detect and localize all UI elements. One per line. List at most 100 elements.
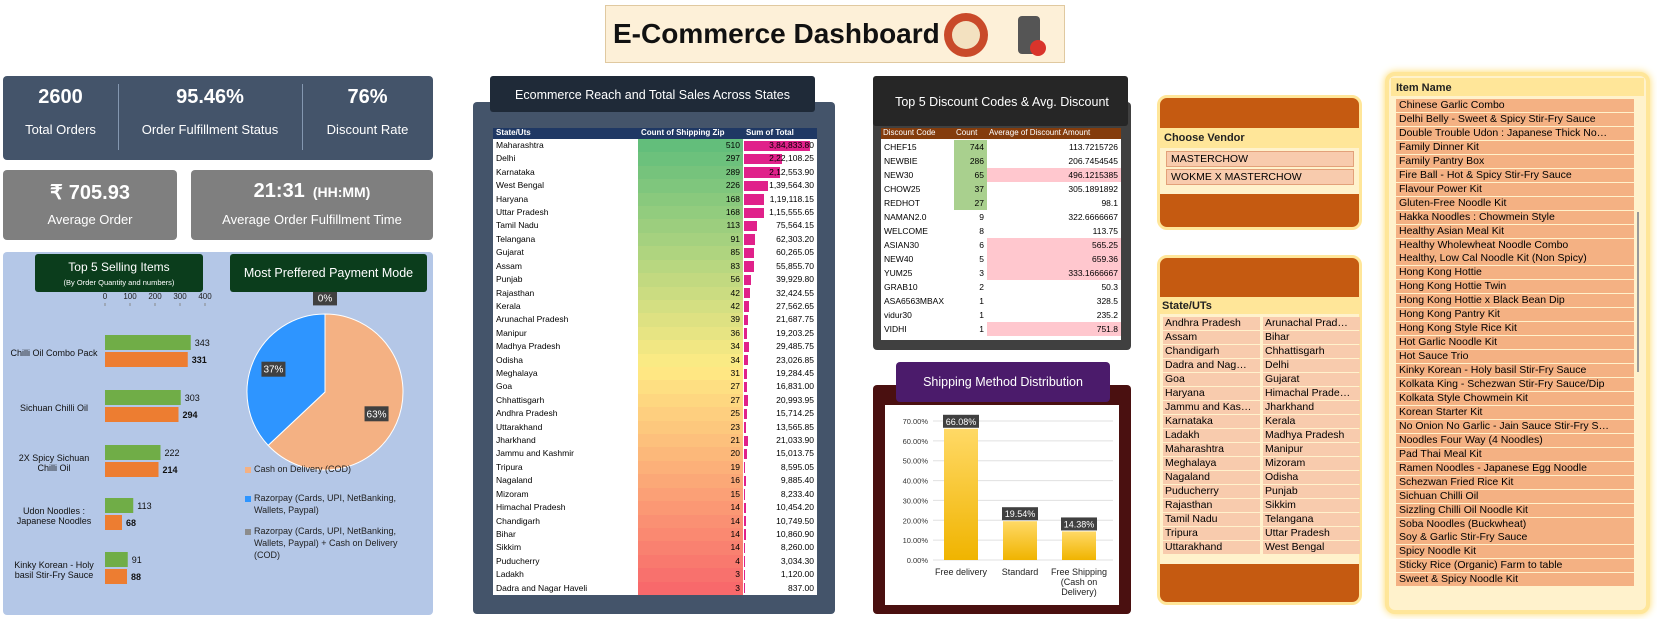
slicer-item[interactable]: Hong Kong Pantry Kit — [1396, 308, 1634, 322]
slicer-item[interactable]: Chhattisgarh — [1263, 345, 1360, 358]
table-header: State/Uts — [493, 128, 638, 139]
slicer-item[interactable]: Schezwan Fried Rice Kit — [1396, 475, 1634, 489]
slicer-item[interactable]: Puducherry — [1163, 485, 1260, 498]
slicer-item[interactable]: Bihar — [1263, 331, 1360, 344]
table-cell: 19,284.45 — [776, 368, 814, 378]
data-bar — [744, 220, 757, 232]
slicer-item[interactable]: Hong Kong Hottie — [1396, 266, 1634, 280]
data-bar — [744, 274, 751, 286]
slicer-item[interactable]: Spicy Noodle Kit — [1396, 545, 1634, 559]
slicer-item[interactable]: Kolkata Style Chowmein Kit — [1396, 391, 1634, 405]
slicer-item[interactable]: Chandigarh — [1163, 345, 1260, 358]
slicer-item[interactable]: Telangana — [1263, 513, 1360, 526]
slicer-item[interactable]: Odisha — [1263, 471, 1360, 484]
table-cell: Rajasthan — [496, 287, 535, 298]
slicer-item[interactable]: Punjab — [1263, 485, 1360, 498]
slicer-item[interactable]: Dadra and Nag… — [1163, 359, 1260, 372]
slicer-item[interactable]: Manipur — [1263, 443, 1360, 456]
table-cell: 9,885.40 — [780, 475, 814, 486]
slicer-item[interactable]: Hong Kong Style Rice Kit — [1396, 322, 1634, 336]
table-cell: 8,233.40 — [780, 488, 814, 499]
data-bar — [744, 288, 750, 299]
slicer-item[interactable]: Nagaland — [1163, 471, 1260, 484]
bar — [1003, 521, 1037, 560]
table-cell: Punjab — [496, 274, 523, 285]
slicer-item[interactable]: Hong Kong Hottie x Black Bean Dip — [1396, 294, 1634, 308]
slicer-item[interactable]: Jharkhand — [1263, 401, 1360, 414]
slicer-item[interactable]: Hakka Noodles : Chowmein Style — [1396, 210, 1634, 224]
slicer-item[interactable]: Ramen Noodles - Japanese Egg Noodle — [1396, 461, 1634, 475]
slicer-item[interactable]: Soba Noodles (Buckwheat) — [1396, 517, 1634, 531]
table-cell: Ladakh — [496, 569, 524, 580]
slicer-item[interactable]: Gujarat — [1263, 373, 1360, 386]
slicer-item[interactable]: Sticky Rice (Organic) Farm to table — [1396, 559, 1634, 573]
y-tick-label: 50.00% — [903, 457, 929, 466]
table-cell: Dadra and Nagar Haveli — [496, 582, 588, 593]
slicer-item[interactable]: Family Dinner Kit — [1396, 140, 1634, 154]
slicer-item[interactable]: Sichuan Chilli Oil — [1396, 489, 1634, 503]
slicer-item[interactable]: Andhra Pradesh — [1163, 317, 1260, 330]
table-cell: Puducherry — [496, 555, 540, 566]
slicer-item[interactable]: Jammu and Kas… — [1163, 401, 1260, 414]
slicer-item[interactable]: Uttar Pradesh — [1263, 527, 1360, 540]
y-tick-label: 2X Spicy Sichuan Chilli Oil — [18, 453, 90, 473]
slicer-item[interactable]: Flavour Power Kit — [1396, 182, 1634, 196]
slicer-item[interactable]: Kerala — [1263, 415, 1360, 428]
slicer-item[interactable]: Chinese Garlic Combo — [1396, 99, 1634, 112]
slicer-item[interactable]: Sizzling Chilli Oil Noodle Kit — [1396, 503, 1634, 517]
slicer-item[interactable]: Madhya Pradesh — [1263, 429, 1360, 442]
slicer-item[interactable]: Noodles Four Way (4 Noodles) — [1396, 433, 1634, 447]
slicer-item[interactable]: Korean Starter Kit — [1396, 405, 1634, 419]
kpi-currency: ₹ — [50, 182, 63, 204]
slicer-item[interactable]: Sikkim — [1263, 499, 1360, 512]
x-tick-label: 100 — [123, 292, 137, 301]
slicer-item[interactable]: Delhi — [1263, 359, 1360, 372]
slicer-item[interactable]: Karnataka — [1163, 415, 1260, 428]
slicer-item[interactable]: Assam — [1163, 331, 1260, 344]
slicer-item[interactable]: Pad Thai Meal Kit — [1396, 447, 1634, 461]
bar — [944, 428, 978, 560]
slicer-item[interactable]: Maharashtra — [1163, 443, 1260, 456]
slicer-item[interactable]: Hot Sauce Trio — [1396, 350, 1634, 364]
slicer-item[interactable]: Tamil Nadu — [1163, 513, 1260, 526]
slicer-item[interactable]: Healthy, Low Cal Noodle Kit (Non Spicy) — [1396, 252, 1634, 266]
data-bar — [744, 140, 810, 151]
slicer-item[interactable]: Fire Ball - Hot & Spicy Stir-Fry Sauce — [1396, 168, 1634, 182]
slicer-item[interactable]: Kinky Korean - Holy basil Stir-Fry Sauce — [1396, 364, 1634, 378]
slicer-item[interactable]: Kolkata King - Schezwan Stir-Fry Sauce/D… — [1396, 378, 1634, 391]
slicer-item[interactable]: Healthy Wholewheat Noodle Combo — [1396, 238, 1634, 252]
scrollbar — [1637, 212, 1639, 372]
slicer-item[interactable]: Delhi Belly - Sweet & Spicy Stir-Fry Sau… — [1396, 112, 1634, 126]
kpi-value: 705.93 — [68, 182, 130, 204]
slicer-item[interactable]: MASTERCHOW — [1166, 151, 1354, 167]
table-cell: 16 — [638, 474, 743, 488]
slicer-item[interactable]: Hot Garlic Noodle Kit — [1396, 336, 1634, 350]
table-cell: Nagaland — [496, 475, 533, 486]
slicer-item[interactable]: Uttarakhand — [1163, 541, 1260, 554]
slicer-item[interactable]: Soy & Garlic Stir-Fry Sauce — [1396, 531, 1634, 545]
slicer-item[interactable]: Tripura — [1163, 527, 1260, 540]
slicer-item[interactable]: Meghalaya — [1163, 457, 1260, 470]
slicer-item[interactable]: Double Trouble Udon : Japanese Thick No… — [1396, 126, 1634, 140]
slicer-item[interactable]: Gluten-Free Noodle Kit — [1396, 196, 1634, 210]
slicer-item[interactable]: Sweet & Spicy Noodle Kit — [1396, 573, 1634, 587]
slicer-header — [1160, 297, 1359, 314]
slicer-item[interactable]: Family Pantry Box — [1396, 154, 1634, 168]
slicer-item[interactable]: Healthy Asian Meal Kit — [1396, 224, 1634, 238]
slicer-item[interactable]: No Onion No Garlic - Jain Sauce Stir-Fry… — [1396, 419, 1634, 433]
slicer-item[interactable]: West Bengal — [1263, 541, 1360, 554]
x-tick-label: 0 — [103, 292, 108, 301]
slicer-item[interactable]: Arunachal Prad… — [1263, 317, 1360, 330]
slicer-item[interactable]: Hong Kong Hottie Twin — [1396, 280, 1634, 294]
slicer-item[interactable]: Goa — [1163, 373, 1260, 386]
title-box — [35, 254, 203, 292]
legend-marker — [245, 529, 251, 535]
slicer-item[interactable]: Haryana — [1163, 387, 1260, 400]
slicer-header — [1160, 128, 1359, 148]
slicer-item[interactable]: Himachal Prade… — [1263, 387, 1360, 400]
slicer-item[interactable]: Mizoram — [1263, 457, 1360, 470]
slicer-item[interactable]: WOKME X MASTERCHOW — [1166, 169, 1354, 185]
slicer-item[interactable]: Ladakh — [1163, 429, 1260, 442]
slicer-item[interactable]: Rajasthan — [1163, 499, 1260, 512]
